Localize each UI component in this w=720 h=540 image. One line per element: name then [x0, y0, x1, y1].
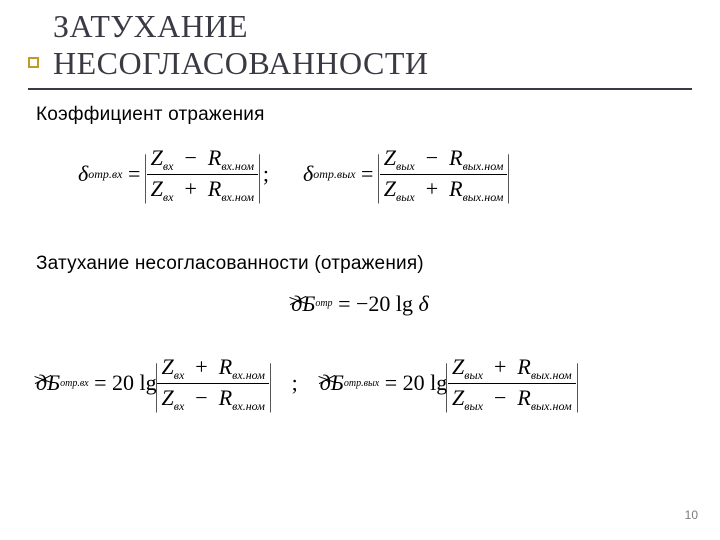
title-underline [28, 88, 692, 90]
eq-attenuation-in: дБотр.вх = 20 lg | Zвх + Rвх.ном Zвх − R… [36, 353, 270, 414]
eq-delta-in: δотр.вх = | Zвх − Rвх.ном Zвх + Rвх.ном … [78, 144, 273, 205]
title-line-2: НЕСОГЛАСОВАННОСТИ [53, 45, 429, 82]
page-number: 10 [685, 508, 698, 522]
subtitle-1: Коэффициент отражения [0, 104, 720, 126]
equation-row-3: дБотр.вх = 20 lg | Zвх + Rвх.ном Zвх − R… [36, 353, 720, 414]
equation-row-2: дБотр = −20 lg δ [0, 291, 720, 317]
equation-row-1: δотр.вх = | Zвх − Rвх.ном Zвх + Rвх.ном … [78, 144, 720, 205]
subtitle-2: Затухание несогласованности (отражения) [0, 253, 720, 275]
title-bullet-icon [28, 57, 39, 68]
eq-attenuation-db: дБотр = −20 lg δ [291, 291, 429, 317]
title-block: ЗАТУХАНИЕ НЕСОГЛАСОВАННОСТИ [0, 0, 720, 82]
eq-attenuation-out: дБотр.вых = 20 lg | Zвых + Rвых.ном Zвых… [320, 353, 577, 414]
title-line-1: ЗАТУХАНИЕ [53, 8, 429, 45]
slide-title: ЗАТУХАНИЕ НЕСОГЛАСОВАННОСТИ [53, 8, 429, 82]
eq-delta-out: δотр.вых = | Zвых − Rвых.ном Zвых + Rвых… [303, 144, 508, 205]
semicolon: ; [292, 370, 298, 396]
